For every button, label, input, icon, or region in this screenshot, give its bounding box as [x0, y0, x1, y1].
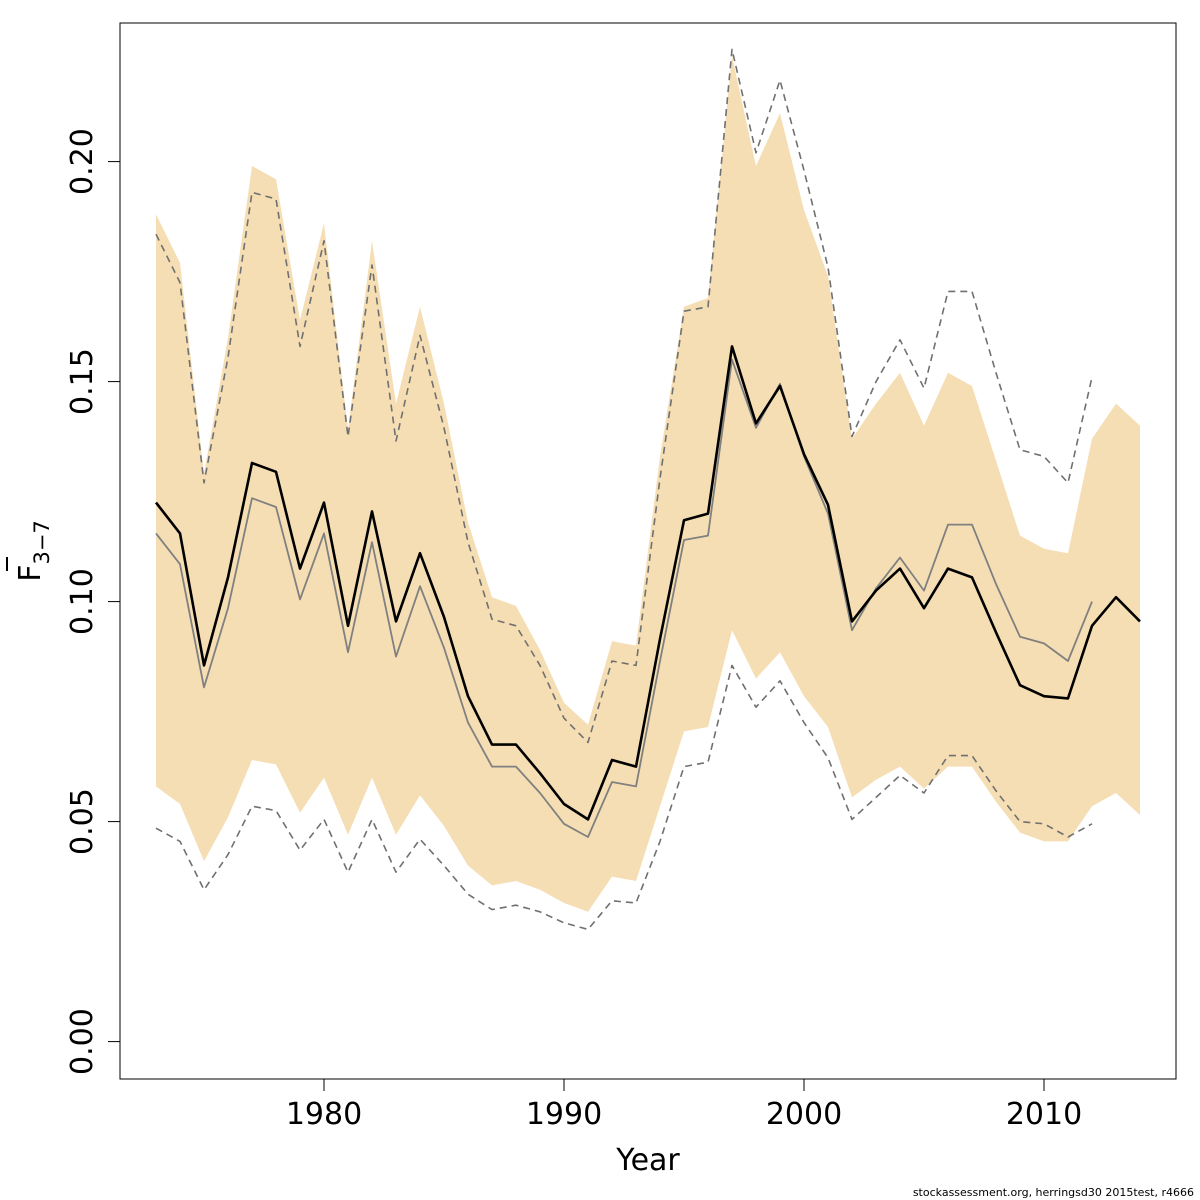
y-axis-title: F3−7 — [6, 520, 54, 582]
previous-ci-lower-line — [155, 664, 1093, 931]
x-tick-label: 2010 — [1006, 1097, 1082, 1132]
series-line-layer — [154, 48, 1141, 931]
current-estimate-line — [154, 345, 1141, 821]
x-axis-title: Year — [615, 1143, 680, 1178]
y-tick-label: 0.15 — [65, 348, 100, 415]
x-axis: 1980 1990 2000 2010 — [286, 1078, 1082, 1132]
x-tick-label: 1990 — [526, 1097, 602, 1132]
previous-ci-upper-line — [155, 48, 1093, 744]
y-tick-label: 0.10 — [65, 568, 100, 635]
y-tick-label: 0.20 — [65, 128, 100, 195]
y-tick-label: 0.00 — [65, 1008, 100, 1075]
x-tick-label: 1980 — [286, 1097, 362, 1132]
y-axis-title-subscript: 3−7 — [30, 520, 54, 564]
confidence-band — [156, 56, 1140, 912]
y-axis-title-base: F — [13, 565, 48, 582]
y-tick-label: 0.05 — [65, 788, 100, 855]
previous-estimate-line — [155, 358, 1093, 838]
x-tick-label: 2000 — [766, 1097, 842, 1132]
svg-text:F3−7: F3−7 — [13, 520, 54, 582]
y-axis: 0.00 0.05 0.10 0.15 0.20 — [65, 128, 121, 1075]
footer-note: stockassessment.org, herringsd30 2015tes… — [913, 1186, 1194, 1199]
confidence-band-layer — [156, 56, 1140, 912]
